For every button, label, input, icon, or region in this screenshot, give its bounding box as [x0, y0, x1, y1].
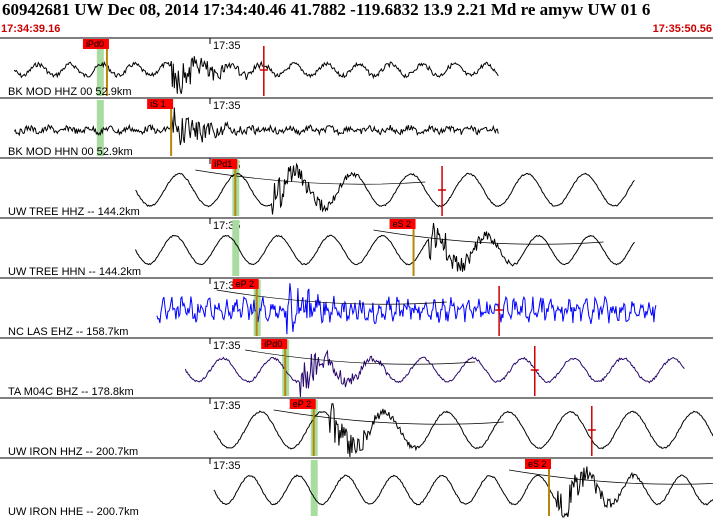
channel-label: UW IRON HHE -- 200.7km: [8, 506, 139, 518]
pick-box: [525, 459, 552, 469]
arrival-curve: [508, 469, 713, 485]
channel-label: UW TREE HHZ -- 144.2km: [8, 206, 140, 218]
channel-label: BK MOD HHZ 00 52.9km: [8, 86, 131, 98]
waveform-trace: [13, 56, 499, 94]
waveform-trace: [184, 349, 685, 398]
pick-label: iS 1: [150, 99, 166, 109]
waveform-trace: [135, 162, 635, 215]
window-band: [96, 100, 104, 156]
pick-label: iPd0: [264, 339, 282, 349]
waveform-trace: [156, 283, 657, 335]
time-tick-label: 17:35: [213, 460, 241, 472]
pick-box: [389, 219, 416, 229]
event-title: 60942681 UW Dec 08, 2014 17:34:40.46 41.…: [2, 0, 651, 19]
pick-box: [82, 39, 109, 49]
time-tick-label: 17:35: [213, 400, 241, 412]
header-bar: 60942681 UW Dec 08, 2014 17:34:40.46 41.…: [0, 0, 713, 38]
arrival-curve: [195, 169, 426, 185]
pick-label: iPd0: [86, 39, 104, 49]
arrival-curve: [373, 229, 604, 245]
pick-label: eP 2: [236, 279, 254, 289]
pick-label: eS 2: [528, 459, 547, 469]
time-end-label: 17:35:50.56: [652, 23, 712, 35]
window-band: [232, 220, 240, 276]
channel-label: NC LAS EHZ -- 158.7km: [8, 326, 128, 338]
pick-box: [211, 159, 238, 169]
pick-label: iPd1: [214, 159, 232, 169]
channel-label: UW TREE HHN -- 144.2km: [8, 266, 141, 278]
time-tick-label: 17:35: [213, 100, 241, 112]
channel-label: UW IRON HHZ -- 200.7km: [8, 446, 138, 458]
time-start-label: 17:34:39.16: [1, 23, 61, 35]
waveform-trace: [135, 222, 635, 272]
pick-box: [289, 399, 316, 409]
waveform-trace: [213, 403, 713, 458]
waveform-trace: [13, 107, 499, 146]
pick-label: eS 2: [393, 219, 412, 229]
time-tick-label: 17:35: [213, 340, 241, 352]
window-band: [310, 460, 318, 516]
pick-box: [147, 99, 174, 109]
arrival-curve: [245, 349, 476, 365]
waveform-trace: [213, 466, 713, 518]
pick-box: [261, 339, 288, 349]
arrival-curve: [273, 409, 504, 425]
pick-box: [232, 279, 259, 289]
channel-label: BK MOD HHN 00 52.9km: [8, 146, 133, 158]
window-band: [96, 40, 104, 96]
pick-label: eP 2: [293, 399, 311, 409]
arrival-curve: [216, 289, 447, 305]
channel-label: TA M04C BHZ -- 178.8km: [8, 386, 134, 398]
time-tick-label: 17:35: [213, 40, 241, 52]
